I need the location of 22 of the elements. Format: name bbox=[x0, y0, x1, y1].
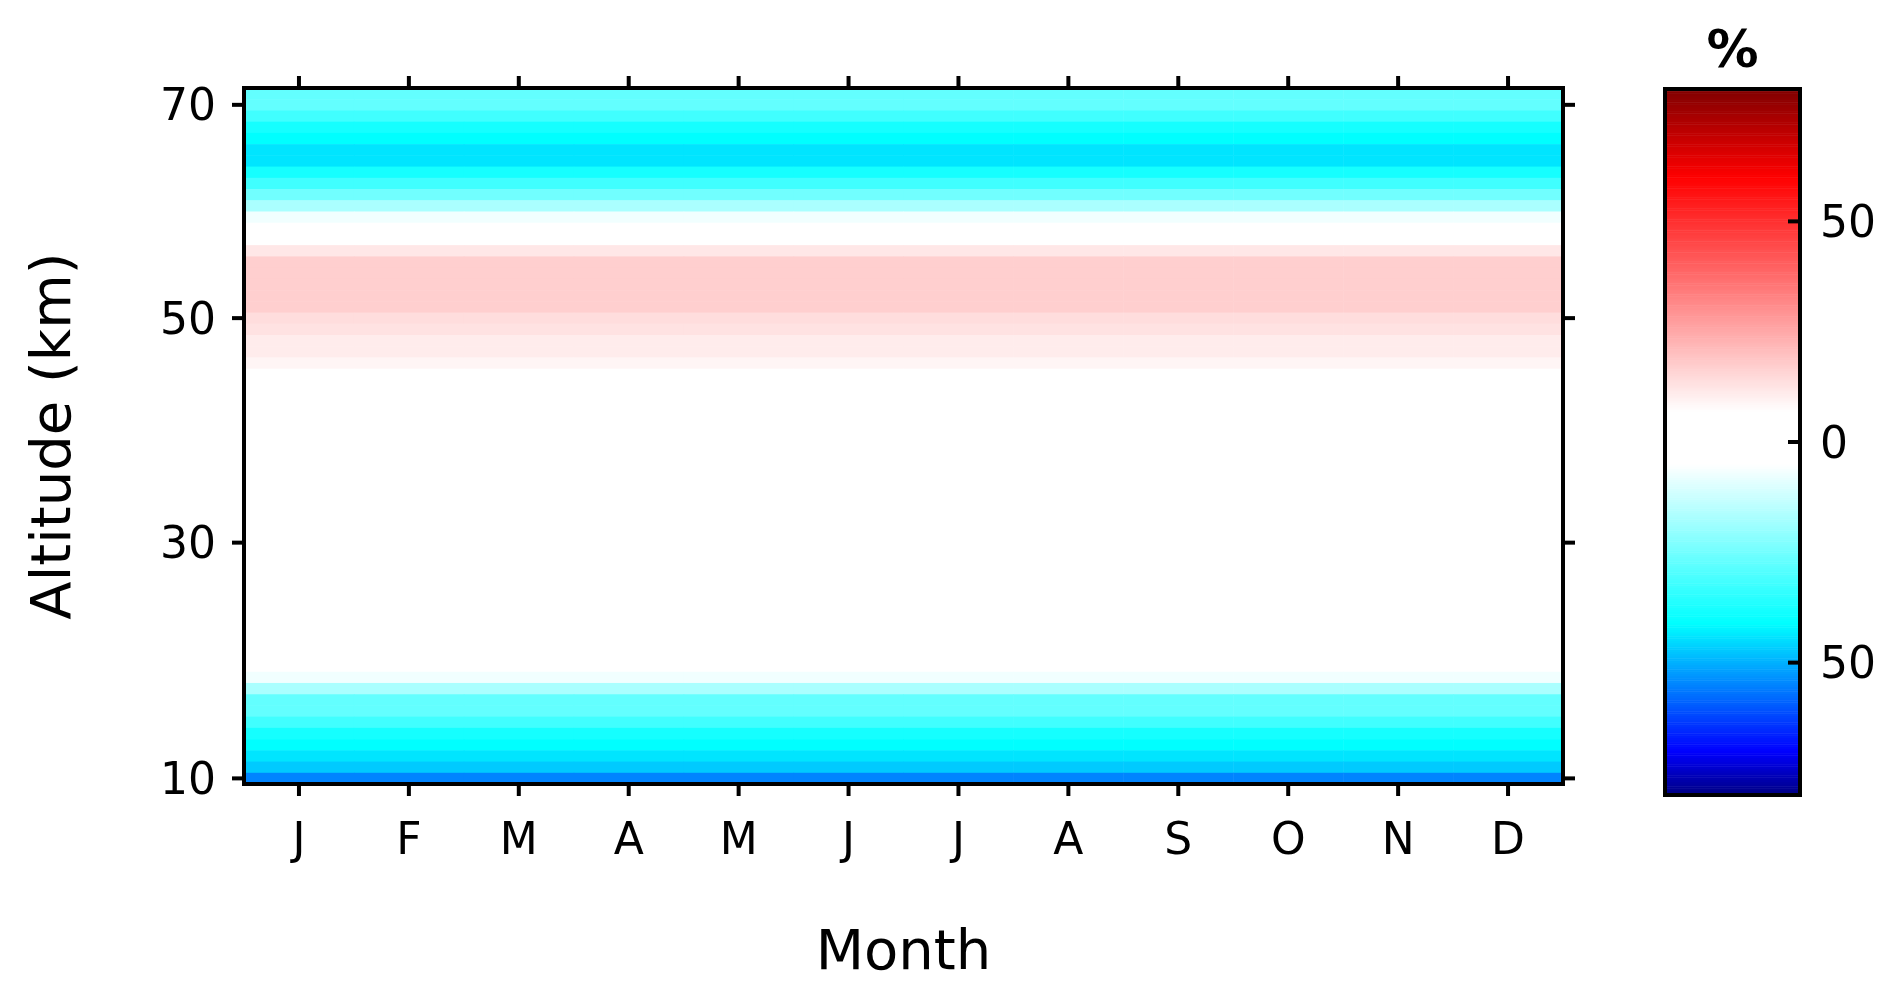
color-bar-label: 50 bbox=[1820, 637, 1876, 689]
color-bar-label: 0 bbox=[1820, 416, 1848, 468]
color-bar-label: 50 bbox=[1820, 195, 1876, 247]
x-tick-label: O bbox=[1270, 813, 1306, 864]
x-tick-label: J bbox=[839, 813, 856, 864]
x-tick-label: F bbox=[396, 813, 422, 864]
color-bar-title: % bbox=[1706, 19, 1759, 79]
y-tick-label: 30 bbox=[160, 517, 216, 569]
x-tick-label: S bbox=[1164, 813, 1193, 864]
x-axis-title: Month bbox=[815, 917, 992, 982]
y-tick-label: 50 bbox=[160, 292, 216, 344]
x-tick-label: A bbox=[613, 813, 644, 864]
x-tick-label: M bbox=[719, 813, 758, 864]
x-tick-label: D bbox=[1491, 813, 1525, 864]
y-tick-label: 70 bbox=[160, 79, 216, 131]
x-tick-label: J bbox=[289, 813, 306, 864]
x-tick-label: N bbox=[1381, 813, 1415, 864]
y-tick-label: 10 bbox=[160, 752, 216, 804]
x-tick-label: A bbox=[1053, 813, 1084, 864]
x-tick-label: M bbox=[499, 813, 538, 864]
y-axis-title: Altitude (km) bbox=[18, 252, 83, 620]
x-tick-label: J bbox=[948, 813, 965, 864]
